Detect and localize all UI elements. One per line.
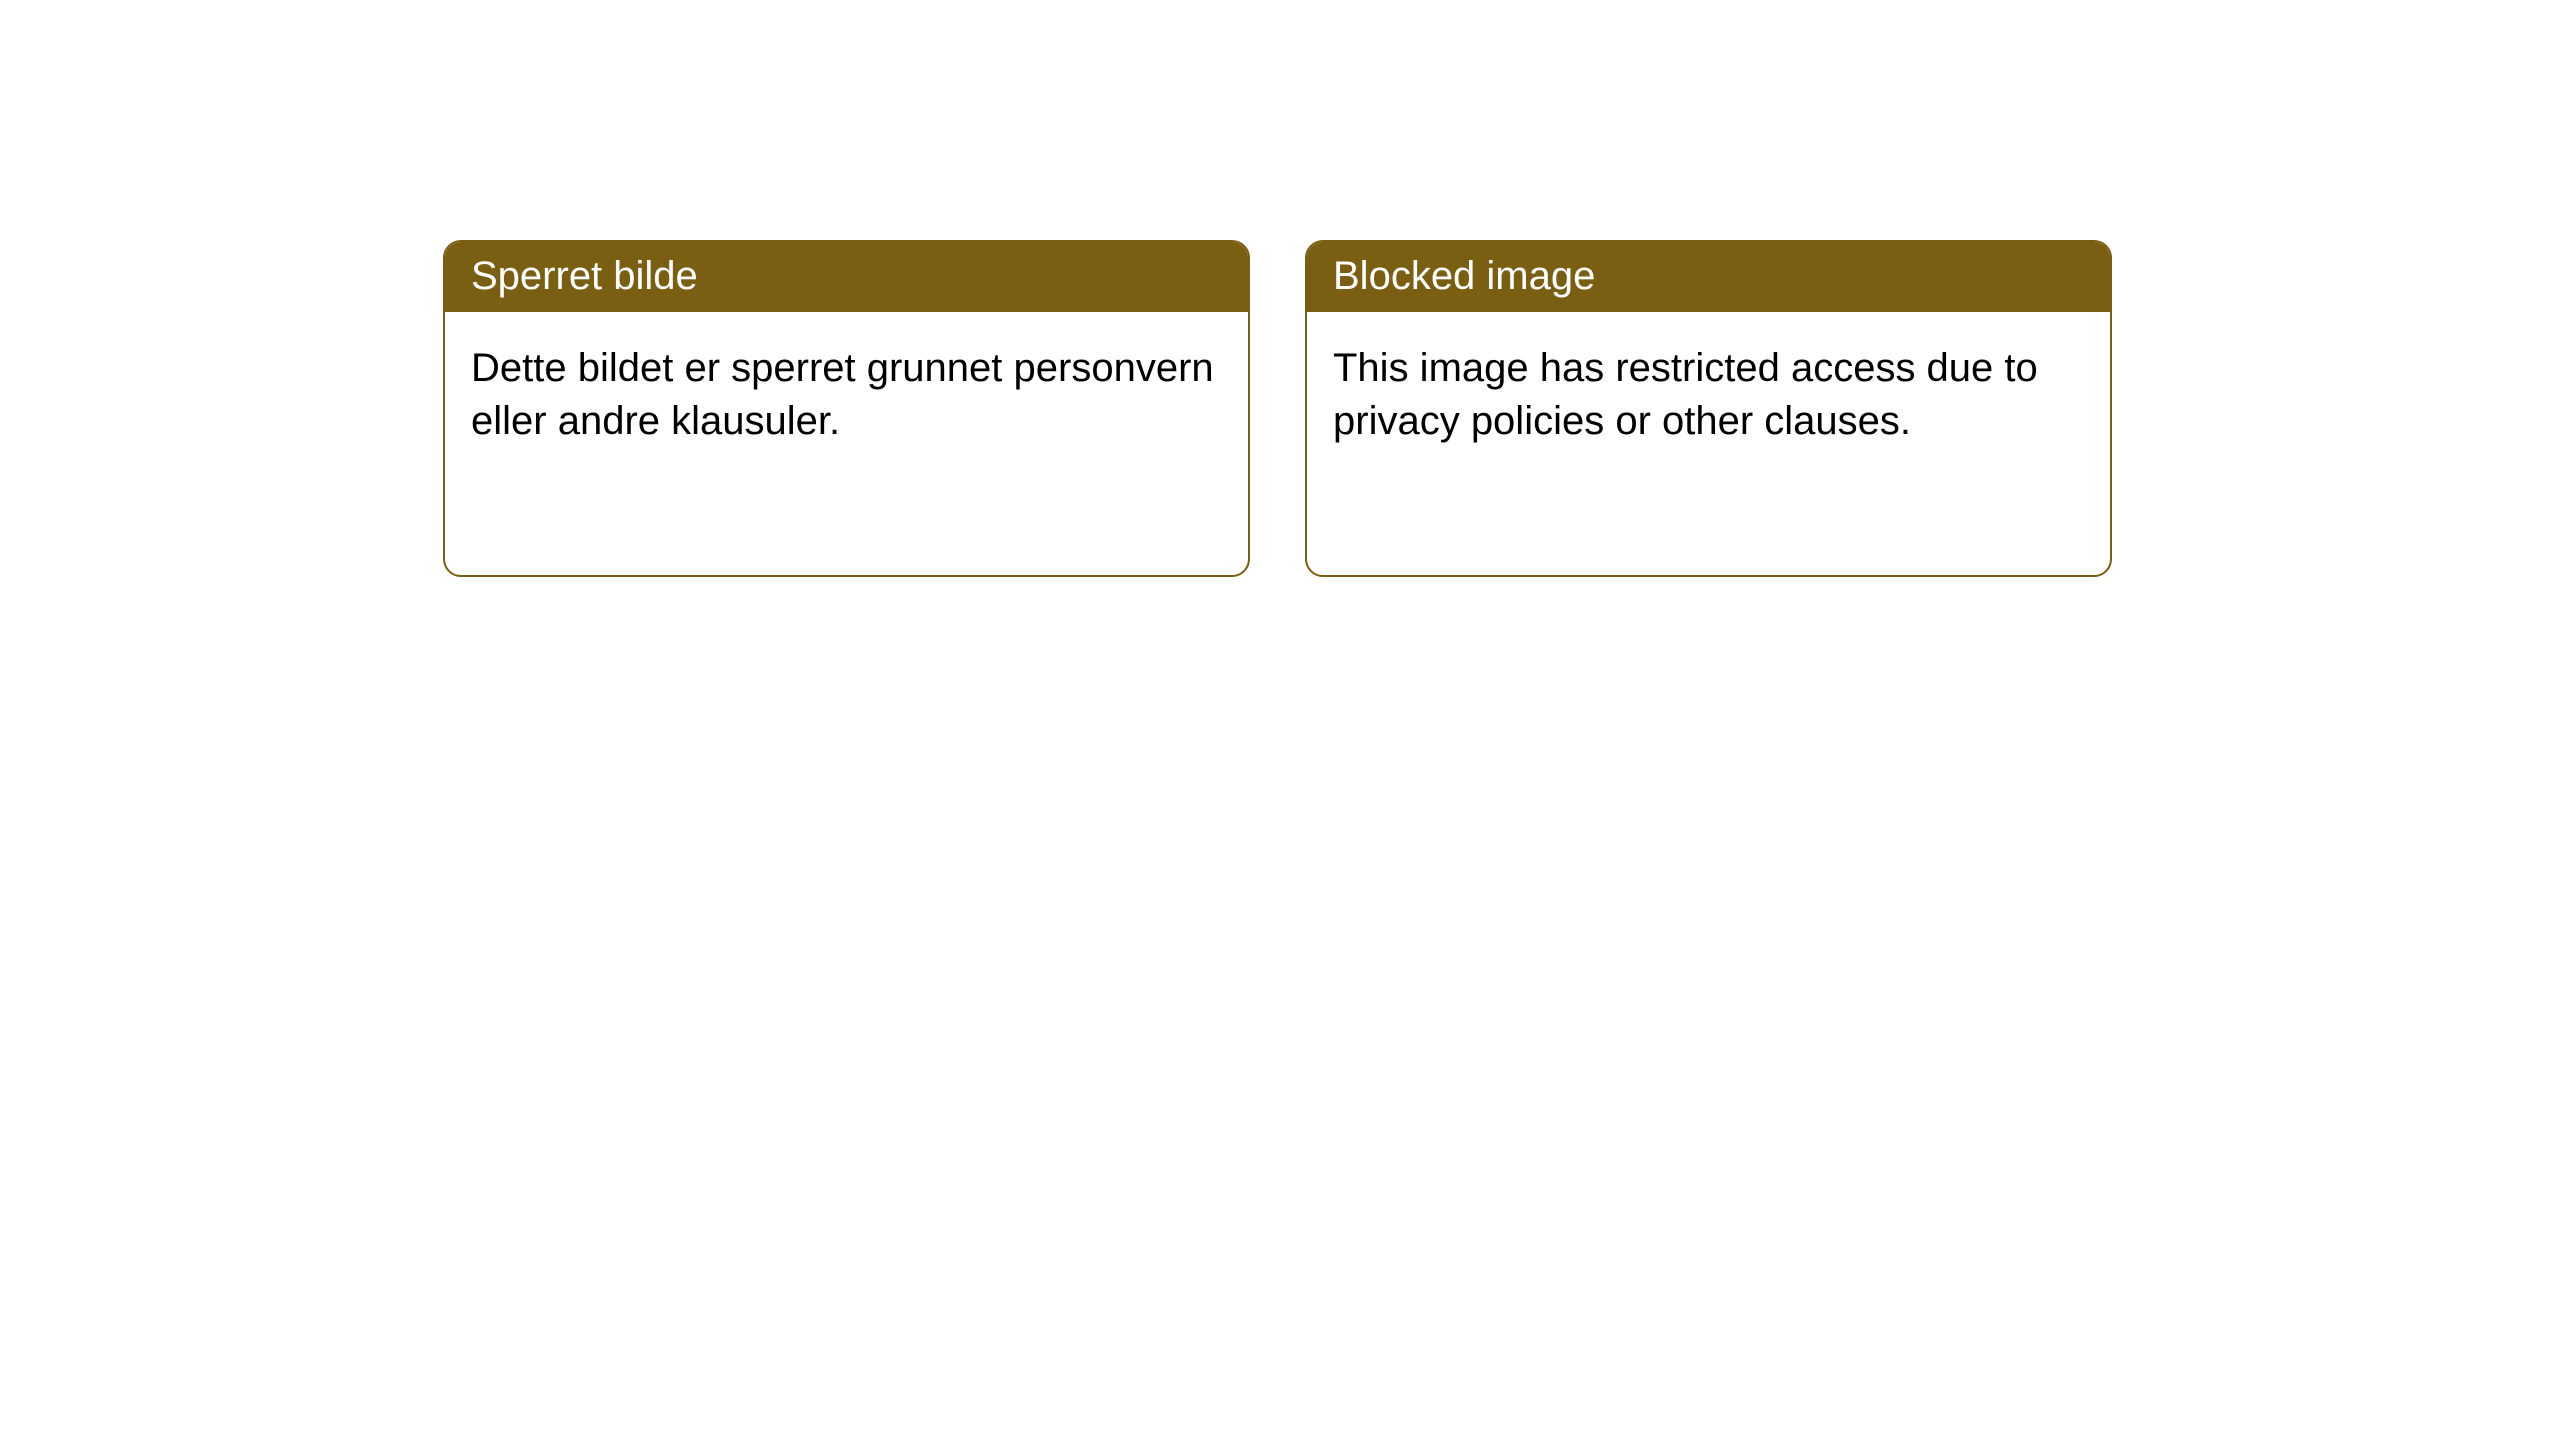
notice-card-norwegian: Sperret bilde Dette bildet er sperret gr… (443, 240, 1250, 577)
notice-container: Sperret bilde Dette bildet er sperret gr… (0, 0, 2560, 577)
notice-body: Dette bildet er sperret grunnet personve… (445, 312, 1248, 478)
notice-card-english: Blocked image This image has restricted … (1305, 240, 2112, 577)
notice-body: This image has restricted access due to … (1307, 312, 2110, 478)
notice-title: Blocked image (1307, 242, 2110, 312)
notice-title: Sperret bilde (445, 242, 1248, 312)
